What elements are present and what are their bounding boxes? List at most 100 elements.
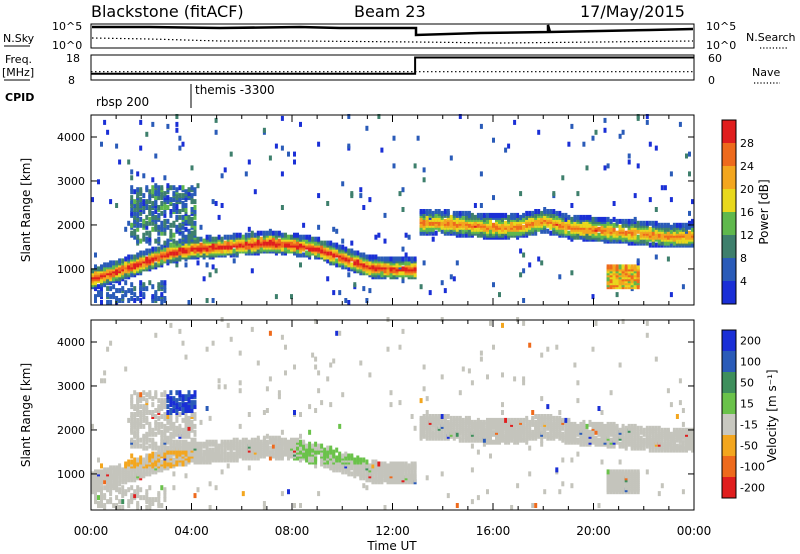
velocity-cell [148,465,152,471]
power-cell [142,173,146,179]
velocity-cell [455,431,459,437]
velocity-cell [440,414,444,419]
power-cell [139,216,143,222]
velocity-cell [103,370,107,376]
velocity-cell [446,414,450,419]
velocity-cell [211,439,215,445]
power-cell [196,246,200,252]
velocity-cell [461,366,465,372]
velocity-cell [639,435,643,441]
power-cell [501,232,504,238]
velocity-cell [287,439,290,445]
power-cell [543,207,547,212]
velocity-cell [139,392,143,398]
velocity-cell [130,485,134,491]
power-cell [142,199,146,205]
power-cell [425,214,429,220]
power-cell [226,234,230,240]
velocity-cell [157,415,161,421]
velocity-cell [220,451,224,457]
power-cell [160,210,164,216]
power-cell [365,254,369,260]
velocity-cell [308,457,312,463]
power-cell [184,214,188,220]
power-cell [576,214,580,220]
power-cell [130,169,134,175]
velocity-cell [470,467,474,473]
power-cell [537,209,541,214]
power-cell [217,234,221,240]
power-cell [205,262,209,268]
power-cell [142,218,146,224]
nave-label: Nave [752,66,780,79]
velocity-cell [91,423,94,429]
velocity-cell [160,435,164,441]
power-cell [597,216,601,222]
velocity-cell [597,421,601,427]
velocity-cell [642,445,646,451]
velocity-cell [172,425,176,431]
power-cell [407,260,411,266]
power-cell [154,209,158,214]
power-cell [401,256,405,262]
power-cell [202,252,206,258]
power-cell [211,199,215,205]
velocity-cell [145,431,149,437]
velocity-cell [425,431,429,437]
velocity-cell [326,449,330,455]
velocity-cell [443,431,447,437]
power-cell [109,260,113,266]
power-cell [235,232,239,238]
power-cell [540,260,544,266]
power-cell [184,207,188,212]
power-cell [193,230,197,236]
power-cell [133,214,137,220]
power-cell [320,240,324,246]
velocity-cell [404,461,408,467]
power-cell [564,216,568,222]
velocity-cell [244,437,248,443]
power-cell [341,264,345,270]
power-cell [534,230,538,236]
power-cell [359,193,363,199]
velocity-cell [389,390,393,396]
velocity-cell [314,319,318,324]
velocity-cell [540,425,544,431]
power-cell [142,262,146,268]
power-cell [214,117,218,123]
power-cell [663,222,667,228]
power-cell [389,256,393,262]
velocity-cell [136,417,140,423]
power-cell [392,268,396,274]
power-cell [139,203,143,208]
velocity-cell [639,425,643,431]
velocity-cell [516,417,520,423]
power-cell [440,280,444,286]
power-cell [91,268,94,274]
velocity-cell [157,497,161,503]
power-cell [561,228,565,234]
velocity-cell [338,423,342,429]
velocity-cell [479,356,483,362]
velocity-cell [531,429,535,435]
velocity-cell [97,495,100,501]
power-cell [377,232,381,238]
velocity-cell [528,471,532,477]
velocity-cell [169,439,173,445]
power-cell [106,129,110,135]
power-cell [567,218,571,224]
velocity-cell [175,402,179,408]
power-cell [112,272,116,278]
power-cell [437,209,441,214]
power-cell [148,199,152,205]
velocity-cell [145,392,149,398]
velocity-cell [187,415,191,421]
velocity-cell [223,455,227,461]
power-cell [121,258,125,264]
velocity-cell [280,429,284,435]
velocity-cell [600,410,604,415]
power-cell [157,286,161,292]
velocity-cell [314,364,318,370]
velocity-cell [413,461,417,467]
velocity-cell [374,473,378,479]
